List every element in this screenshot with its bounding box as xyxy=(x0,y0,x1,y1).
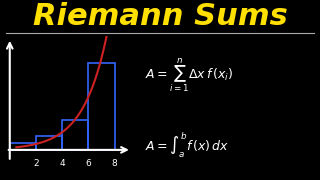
Text: $A = \int_{a}^{b} f\,(x)\, dx$: $A = \int_{a}^{b} f\,(x)\, dx$ xyxy=(145,130,229,159)
Text: 4: 4 xyxy=(60,159,65,168)
Bar xyxy=(36,136,62,150)
Text: 8: 8 xyxy=(112,159,117,168)
Text: 6: 6 xyxy=(86,159,91,168)
Bar xyxy=(10,143,36,150)
Text: 2: 2 xyxy=(33,159,39,168)
Bar xyxy=(89,64,115,150)
Text: $A = \sum_{i=1}^{n} \Delta x\, f\,(x_i)$: $A = \sum_{i=1}^{n} \Delta x\, f\,(x_i)$ xyxy=(145,56,234,94)
Text: Riemann Sums: Riemann Sums xyxy=(33,2,287,31)
Bar xyxy=(62,120,89,150)
